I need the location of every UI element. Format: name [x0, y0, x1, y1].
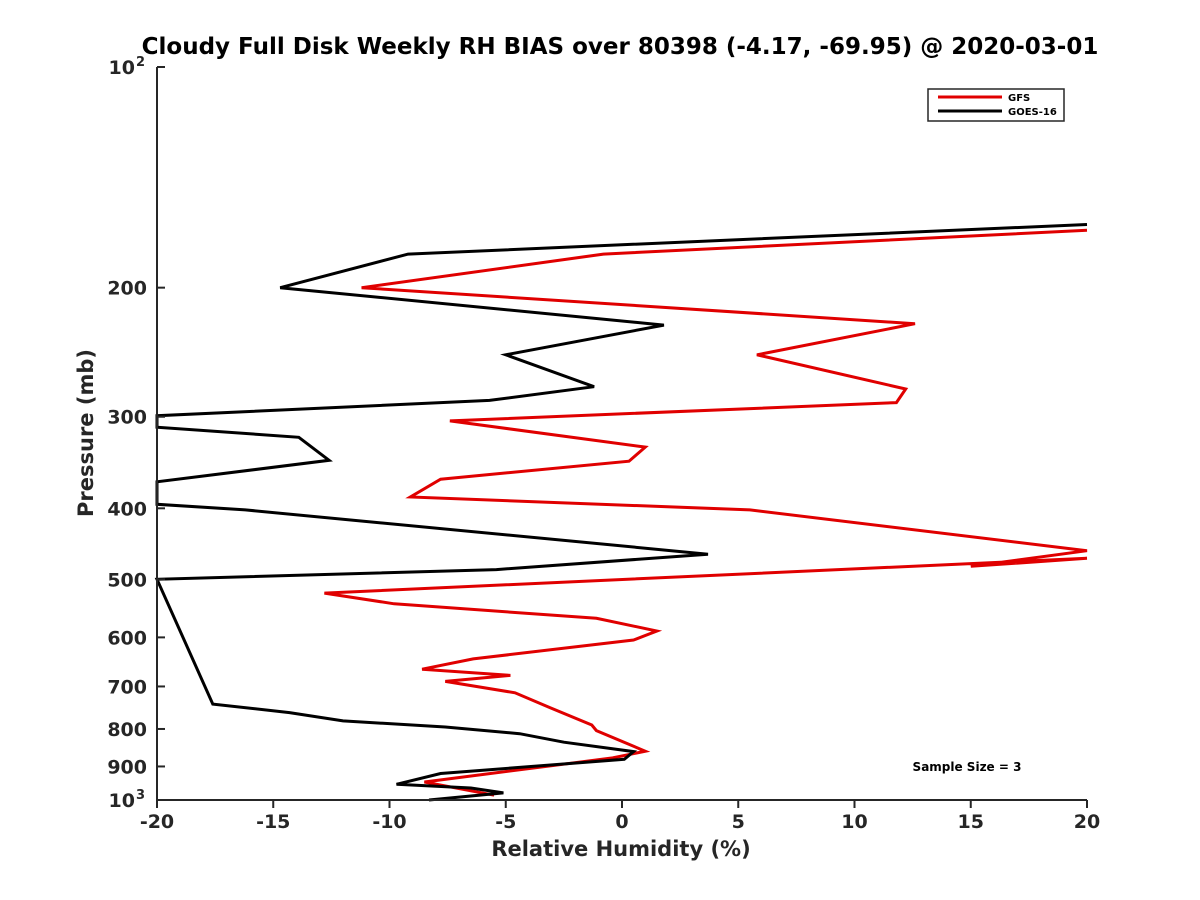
legend-label-gfs: GFS	[1008, 93, 1030, 104]
x-axis-label: Relative Humidity (%)	[491, 837, 750, 861]
y-tick-label: 400	[107, 498, 147, 520]
y-tick-label-exponent: 3	[136, 788, 145, 803]
y-axis-label: Pressure (mb)	[74, 349, 98, 517]
x-tick-label: 0	[615, 811, 628, 833]
y-tick-label: 300	[107, 407, 147, 429]
legend: GFS GOES-16	[927, 88, 1065, 122]
y-tick-label: 200	[107, 278, 147, 300]
y-tick-label-power: 10 3	[109, 788, 146, 812]
x-axis-ticks: -20 -15 -10 -5 0 5 10 15 20	[140, 800, 1100, 833]
series-layer	[154, 223, 1088, 802]
y-tick-label-base: 10	[109, 57, 135, 79]
y-tick-label: 800	[107, 719, 147, 741]
series-line-gfs	[324, 228, 1088, 797]
chart-title: Cloudy Full Disk Weekly RH BIAS over 803…	[142, 34, 1099, 60]
y-tick-label: 500	[107, 569, 147, 591]
x-tick-label: -5	[495, 811, 516, 833]
x-tick-label: 10	[841, 811, 867, 833]
y-tick-label-exponent: 2	[136, 55, 145, 70]
y-tick-label: 700	[107, 676, 147, 698]
series-line-goes16	[154, 223, 1088, 802]
x-tick-label: -10	[372, 811, 406, 833]
x-tick-label: 5	[732, 811, 745, 833]
sample-size-annotation: Sample Size = 3	[913, 760, 1022, 774]
x-tick-label: -15	[256, 811, 290, 833]
legend-label-goes16: GOES-16	[1008, 107, 1057, 118]
x-tick-label: 20	[1074, 811, 1100, 833]
y-tick-label: 900	[107, 756, 147, 778]
legend-box	[927, 88, 1065, 122]
y-tick-label: 600	[107, 627, 147, 649]
x-tick-label: -20	[140, 811, 174, 833]
x-tick-label: 15	[958, 811, 984, 833]
y-tick-label-power: 10 2	[109, 55, 146, 79]
y-tick-label-base: 10	[109, 790, 135, 812]
